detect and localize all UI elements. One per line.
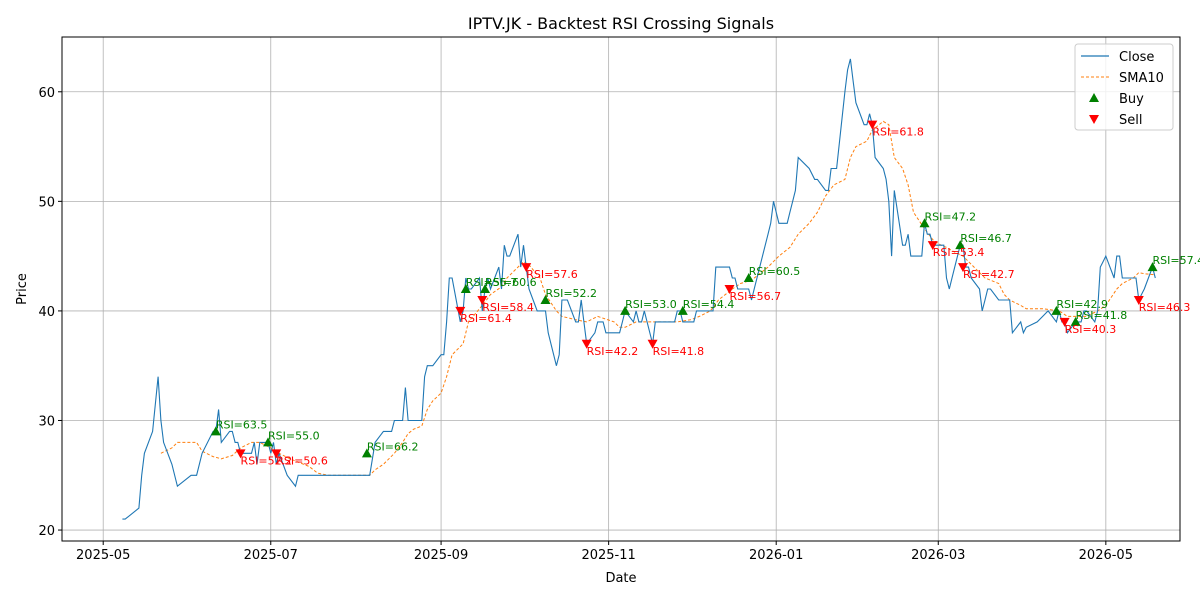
sell-rsi-label: RSI=41.8	[653, 345, 705, 358]
sell-rsi-label: RSI=42.2	[587, 345, 639, 358]
buy-rsi-label: RSI=46.7	[960, 232, 1012, 245]
sell-marker	[957, 263, 968, 273]
legend-label: Buy	[1119, 92, 1144, 107]
x-axis-title: Date	[605, 571, 636, 586]
x-tick-label: 2026-03	[911, 548, 965, 563]
buy-marker	[677, 305, 688, 315]
sell-rsi-label: RSI=46.3	[1139, 301, 1191, 314]
sell-rsi-label: RSI=58.4	[482, 301, 534, 314]
buy-rsi-label: RSI=42.9	[1056, 298, 1108, 311]
legend: Close SMA10 Buy Sell	[1074, 43, 1174, 131]
sell-rsi-label: RSI=61.4	[460, 312, 512, 325]
buy-marker	[1147, 262, 1158, 272]
buy-rsi-label: RSI=55.0	[268, 429, 320, 442]
plot-area	[122, 58, 1158, 520]
y-axis-title: Price	[15, 273, 30, 305]
buy-rsi-label: RSI=53.0	[625, 298, 677, 311]
sell-marker	[455, 306, 466, 316]
buy-rsi-label: RSI=54.4	[683, 298, 735, 311]
legend-swatch-sell	[1089, 115, 1099, 124]
legend-swatch-buy	[1089, 93, 1099, 102]
buy-marker	[955, 240, 966, 250]
sell-rsi-label: RSI=50.6	[276, 454, 328, 467]
y-tick-label: 20	[38, 524, 55, 539]
x-tick-label: 2025-09	[414, 548, 468, 563]
y-tick-label: 30	[38, 414, 55, 429]
sell-marker	[647, 339, 658, 349]
close-price-line	[122, 58, 1156, 520]
chart-title: IPTV.JK - Backtest RSI Crossing Signals	[468, 14, 774, 33]
buy-rsi-label: RSI=57.4	[1153, 254, 1200, 267]
buy-rsi-label: RSI=60.6	[485, 276, 537, 289]
y-tick-label: 60	[38, 86, 55, 101]
buy-rsi-label: RSI=52.2	[545, 287, 597, 300]
buy-rsi-label: RSI=66.2	[367, 440, 419, 453]
legend-box	[1074, 43, 1174, 131]
x-tick-label: 2026-01	[749, 548, 803, 563]
buy-rsi-label: RSI=63.5	[216, 418, 268, 431]
buy-marker	[460, 284, 471, 293]
buy-marker	[480, 284, 491, 293]
sell-marker	[477, 295, 488, 305]
buy-marker	[743, 273, 754, 283]
sma10-line	[160, 120, 1156, 476]
x-tick-label: 2026-05	[1079, 548, 1133, 563]
buy-marker	[540, 294, 551, 304]
sell-marker	[867, 120, 878, 130]
buy-marker	[1070, 316, 1081, 326]
sell-marker	[521, 263, 532, 273]
x-tick-label: 2025-07	[244, 548, 298, 563]
y-axis: 20 30 40 50 60	[38, 86, 62, 539]
sell-marker	[581, 339, 592, 349]
sell-marker	[724, 285, 735, 294]
y-tick-label: 50	[38, 195, 55, 210]
buy-marker	[210, 426, 221, 436]
buy-marker	[1051, 305, 1062, 315]
buy-marker	[263, 437, 274, 447]
buy-rsi-label: RSI=41.8	[1076, 309, 1128, 322]
buy-rsi-label: RSI=60.5	[749, 265, 801, 278]
sell-rsi-label: RSI=61.8	[872, 126, 924, 139]
y-tick-label: 40	[38, 305, 55, 320]
sell-marker	[1133, 295, 1144, 305]
buy-marker	[620, 305, 631, 315]
x-tick-label: 2025-11	[581, 548, 635, 563]
sell-rsi-label: RSI=42.7	[963, 268, 1015, 281]
sell-rsi-label: RSI=40.3	[1065, 323, 1117, 336]
legend-label: Close	[1119, 50, 1154, 65]
legend-label: Sell	[1119, 113, 1142, 128]
legend-label: SMA10	[1119, 71, 1164, 86]
x-axis: 2025-05 2025-07 2025-09 2025-11 2026-01 2026-…	[76, 541, 1133, 563]
sell-rsi-label: RSI=56.7	[730, 290, 782, 303]
axes-frame	[61, 36, 1181, 542]
sell-rsi-label: RSI=57.6	[526, 268, 578, 281]
buy-rsi-label: RSI=47.2	[925, 210, 977, 223]
sell-marker	[927, 241, 938, 251]
sell-rsi-label: RSI=53.4	[933, 246, 985, 259]
grid-lines	[62, 37, 1180, 541]
buy-marker	[919, 218, 930, 228]
buy-rsi-label: RSI=55.7	[466, 276, 518, 289]
sell-marker	[1059, 317, 1070, 327]
x-tick-label: 2025-05	[76, 548, 130, 563]
sell-marker	[271, 449, 282, 459]
sell-rsi-label: RSI=52.2	[241, 454, 293, 467]
sell-marker	[235, 449, 246, 459]
buy-marker	[361, 448, 372, 458]
